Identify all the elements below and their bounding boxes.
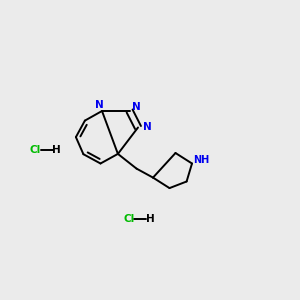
Text: H: H <box>146 214 154 224</box>
Text: N: N <box>95 100 104 110</box>
Text: N: N <box>142 122 152 132</box>
Text: Cl: Cl <box>30 145 41 155</box>
Text: NH: NH <box>193 155 209 165</box>
Text: N: N <box>132 102 141 112</box>
Text: H: H <box>52 145 61 155</box>
Text: Cl: Cl <box>123 214 135 224</box>
